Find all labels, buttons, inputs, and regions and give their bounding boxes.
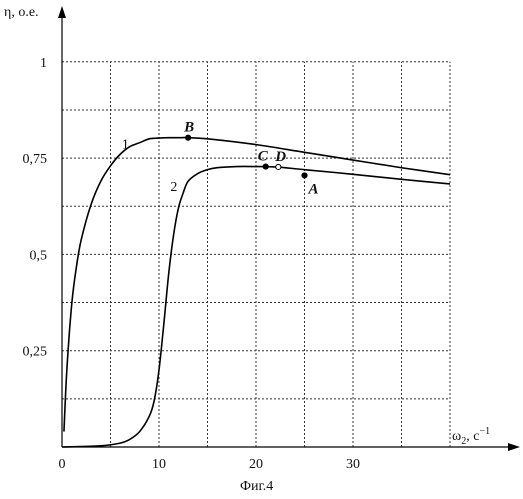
x-tick-label: 0 <box>59 457 66 472</box>
x-tick-label: 20 <box>249 457 263 472</box>
series-label-1: 1 <box>122 137 129 152</box>
point-c-label: C <box>258 149 269 165</box>
y-tick-label: 1 <box>40 56 47 71</box>
point-b-marker <box>186 135 191 140</box>
y-axis-arrow <box>58 6 66 18</box>
point-d-label: D <box>274 149 286 165</box>
y-axis-title: η, о.е. <box>4 5 39 20</box>
series-label-2: 2 <box>170 180 177 195</box>
axes <box>58 6 520 451</box>
x-axis-unit: , с <box>466 429 479 444</box>
y-tick-label: 0,75 <box>23 152 48 167</box>
x-axis-arrow <box>508 443 520 451</box>
series-line-1 <box>64 138 450 432</box>
x-axis-symbol: ω <box>452 429 461 444</box>
tick-labels: 0 10 20 30 0,25 0,5 0,75 1 <box>23 56 361 472</box>
point-c-marker <box>263 164 268 169</box>
figure-caption: Фиг.4 <box>240 479 273 494</box>
x-axis-superscript: −1 <box>479 426 490 437</box>
series: 12 <box>62 137 450 447</box>
y-tick-label: 0,5 <box>30 248 48 263</box>
x-tick-label: 30 <box>346 457 360 472</box>
point-b-label: B <box>183 120 194 136</box>
x-axis-title: ω2, с−1 <box>452 426 490 447</box>
point-d-marker <box>276 164 281 169</box>
y-tick-label: 0,25 <box>23 345 48 360</box>
grid <box>62 62 450 447</box>
x-tick-label: 10 <box>152 457 166 472</box>
point-a-marker <box>302 173 307 178</box>
point-a-label: A <box>308 181 319 197</box>
